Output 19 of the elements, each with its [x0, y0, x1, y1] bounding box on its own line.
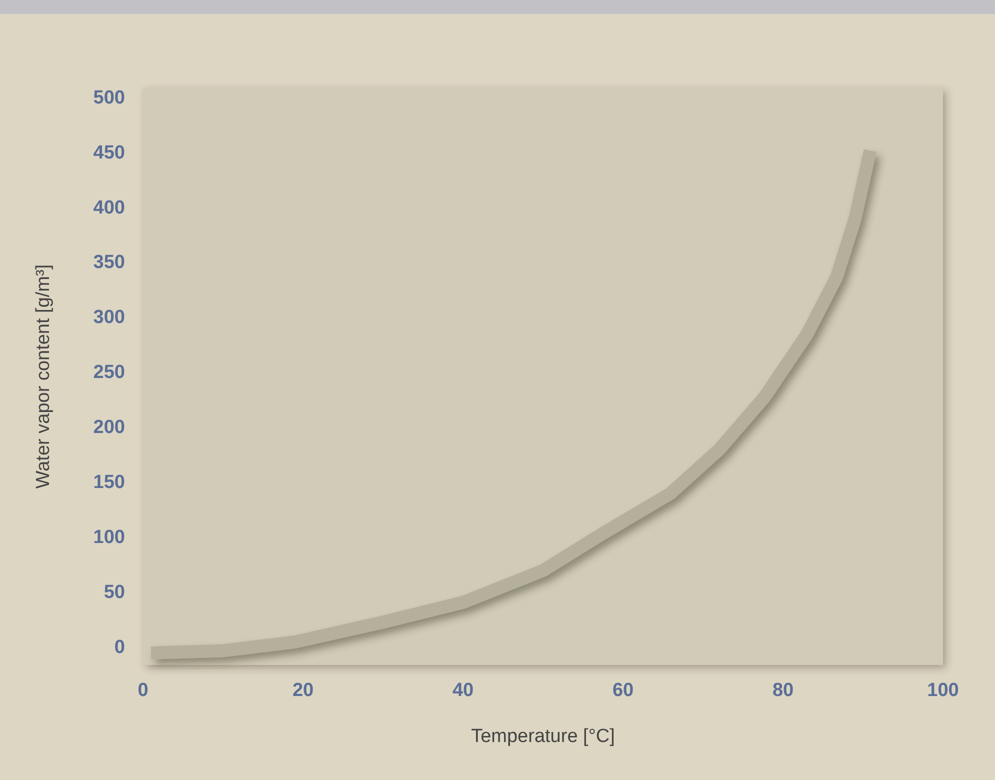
- y-tick-label: 500: [93, 87, 125, 108]
- x-axis-title: Temperature [°C]: [471, 726, 615, 747]
- y-tick-label: 350: [93, 252, 125, 274]
- y-tick-label: 50: [104, 582, 125, 603]
- y-tick-label: 150: [93, 472, 125, 494]
- x-tick-label: 20: [292, 680, 314, 701]
- y-axis-title: Water vapor content [g/m³]: [33, 264, 54, 489]
- y-tick-label: 100: [93, 527, 125, 548]
- y-tick-label: 300: [93, 307, 125, 328]
- y-tick-label: 200: [93, 417, 125, 438]
- x-tick-label: 80: [772, 680, 794, 701]
- y-tick-label: 450: [93, 142, 125, 164]
- x-tick-label: 0: [138, 680, 148, 701]
- y-tick-label: 250: [93, 362, 125, 384]
- y-tick-label: 400: [93, 197, 125, 218]
- x-tick-label: 40: [452, 680, 474, 701]
- y-tick-label: 0: [114, 636, 125, 658]
- x-tick-label: 100: [927, 680, 959, 701]
- x-tick-label: 60: [612, 680, 634, 701]
